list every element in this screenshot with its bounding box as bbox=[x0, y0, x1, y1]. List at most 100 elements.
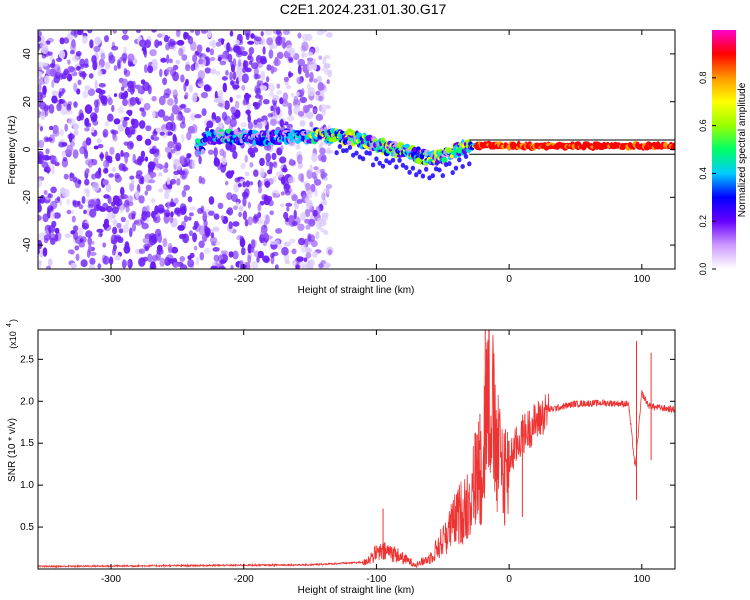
heatmap-cell bbox=[253, 213, 258, 220]
heatmap-cell bbox=[180, 134, 185, 143]
x-tick-label: -300 bbox=[101, 274, 121, 285]
heatmap-cell bbox=[100, 52, 106, 61]
heatmap-cell bbox=[42, 85, 47, 95]
heatmap-cell bbox=[128, 126, 136, 135]
heatmap-cell bbox=[210, 265, 218, 269]
heatmap-cell bbox=[155, 163, 161, 168]
heatmap-cell bbox=[159, 68, 163, 78]
heatmap-cell bbox=[295, 263, 301, 269]
heatmap-cell bbox=[262, 46, 266, 55]
heatmap-cell bbox=[113, 65, 118, 71]
heatmap-cell bbox=[145, 205, 150, 212]
snr-y-multiplier-close: ) bbox=[8, 319, 18, 322]
heatmap-cell bbox=[107, 113, 114, 122]
heatmap-cell bbox=[42, 213, 49, 223]
heatmap-cell bbox=[67, 59, 71, 65]
heatmap-cell bbox=[122, 30, 128, 35]
heatmap-cell bbox=[94, 36, 102, 46]
heatmap-cell bbox=[112, 251, 116, 256]
heatmap-cell bbox=[265, 152, 272, 163]
heatmap-cell bbox=[166, 254, 174, 262]
reference-lines bbox=[469, 139, 675, 155]
heatmap-cell bbox=[222, 51, 226, 61]
heatmap-cell bbox=[103, 159, 109, 169]
snr-frame-bg bbox=[38, 330, 675, 569]
heatmap-cell bbox=[38, 232, 46, 241]
heatmap-cell bbox=[107, 97, 113, 106]
heatmap-cell bbox=[315, 90, 321, 96]
heatmap-cell bbox=[248, 60, 253, 65]
heatmap-cell bbox=[68, 133, 73, 143]
heatmap-cell bbox=[380, 163, 386, 169]
heatmap-cell bbox=[139, 39, 147, 48]
x-tick-label: 0 bbox=[506, 574, 512, 585]
heatmap-cell bbox=[91, 173, 97, 180]
heatmap-cell bbox=[91, 182, 100, 192]
heatmap-cell bbox=[218, 266, 226, 269]
heatmap-cell bbox=[307, 87, 315, 97]
heatmap-cell bbox=[165, 42, 170, 51]
heatmap-cell bbox=[303, 257, 308, 263]
y-tick-label: 0 bbox=[22, 146, 33, 152]
heatmap-cell bbox=[217, 121, 224, 129]
heatmap-cell bbox=[274, 264, 279, 269]
heatmap-cell bbox=[209, 236, 218, 244]
heatmap-cell bbox=[96, 64, 103, 71]
heatmap-cell bbox=[180, 74, 185, 83]
heatmap-cell bbox=[158, 188, 164, 193]
heatmap-cell bbox=[43, 190, 48, 195]
snr-series bbox=[38, 330, 675, 569]
heatmap-cell bbox=[121, 86, 125, 91]
heatmap-cell bbox=[198, 225, 206, 236]
heatmap-cell bbox=[155, 127, 162, 133]
heatmap-cell bbox=[233, 183, 240, 193]
heatmap-cell bbox=[109, 146, 115, 155]
heatmap-cell bbox=[279, 97, 284, 105]
heatmap-cell bbox=[387, 160, 392, 166]
heatmap-cell bbox=[56, 196, 61, 202]
heatmap-cell bbox=[307, 51, 313, 56]
heatmap-cell bbox=[334, 150, 339, 156]
heatmap-cell bbox=[299, 96, 308, 104]
heatmap-cell bbox=[225, 180, 229, 186]
heatmap-cell bbox=[82, 35, 88, 44]
heatmap-cell bbox=[260, 229, 268, 238]
heatmap-cell bbox=[230, 264, 234, 269]
heatmap-cell bbox=[252, 102, 258, 107]
heatmap-cell bbox=[245, 109, 251, 115]
heatmap-cell bbox=[272, 192, 277, 198]
heatmap-cell bbox=[176, 114, 182, 121]
heatmap-cell bbox=[176, 30, 181, 33]
heatmap-cell bbox=[367, 150, 372, 156]
heatmap-cell bbox=[232, 150, 238, 160]
heatmap-cell bbox=[283, 76, 289, 83]
heatmap-cell bbox=[151, 210, 156, 219]
heatmap-cell bbox=[129, 227, 133, 238]
heatmap-cell bbox=[102, 179, 109, 186]
heatmap-cell bbox=[44, 156, 52, 161]
heatmap-cell bbox=[188, 212, 194, 217]
heatmap-cell bbox=[208, 149, 214, 155]
heatmap-cell bbox=[326, 188, 331, 195]
heatmap-cell bbox=[183, 107, 191, 113]
heatmap-cell bbox=[292, 220, 298, 227]
heatmap-cell bbox=[325, 104, 331, 110]
heatmap-cell bbox=[51, 58, 56, 68]
heatmap-cell bbox=[122, 224, 129, 234]
heatmap-cell bbox=[147, 253, 153, 263]
heatmap-cell bbox=[157, 109, 166, 118]
heatmap-cell bbox=[163, 34, 169, 43]
heatmap-cell bbox=[120, 186, 125, 196]
heatmap-cell bbox=[288, 71, 292, 79]
heatmap-cell bbox=[41, 161, 49, 169]
heatmap-cell bbox=[213, 147, 218, 158]
heatmap-cell bbox=[102, 255, 110, 265]
heatmap-cell bbox=[285, 202, 293, 207]
heatmap-cell bbox=[210, 68, 217, 75]
heatmap-cell bbox=[232, 71, 237, 81]
heatmap-cell bbox=[263, 197, 271, 206]
y-tick-label: 1.5 bbox=[20, 438, 34, 449]
heatmap-cell bbox=[66, 198, 71, 205]
heatmap-cell bbox=[49, 210, 56, 220]
heatmap-cell bbox=[238, 58, 242, 68]
